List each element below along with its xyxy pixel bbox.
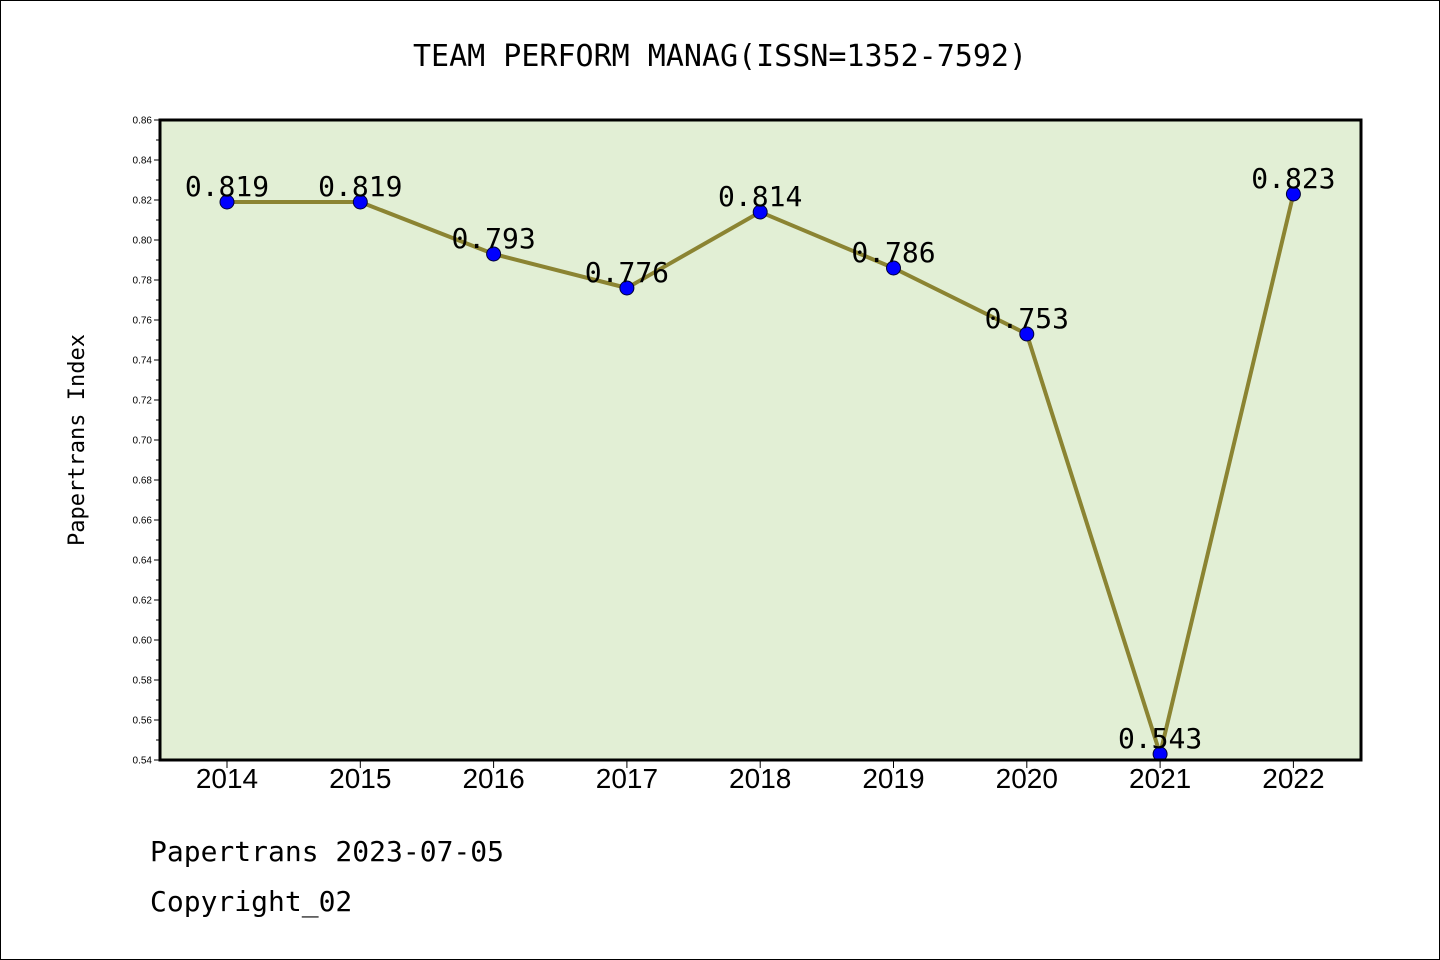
x-tick-label: 2016 (462, 763, 524, 794)
y-axis-label: Papertrans Index (65, 334, 90, 546)
chart-title: TEAM PERFORM MANAG(ISSN=1352-7592) (413, 39, 1027, 74)
data-point (619, 280, 635, 296)
x-tick-label: 2017 (596, 763, 658, 794)
data-label: 0.543 (1118, 722, 1202, 755)
footer-copyright: Copyright_02 (150, 885, 353, 918)
x-tick-label: 2021 (1129, 763, 1191, 794)
data-label: 0.776 (585, 256, 669, 289)
y-tick-label: 0.60 (133, 636, 153, 647)
data-label: 0.814 (718, 180, 802, 213)
y-tick-label: 0.86 (133, 116, 153, 127)
x-axis: 2014 2015 2016 2017 2018 2019 2020 2021 2022 (196, 760, 1325, 794)
footer-date: Papertrans 2023-07-05 (150, 835, 505, 868)
x-tick-label: 2014 (196, 763, 258, 794)
data-label: 0.753 (985, 302, 1069, 335)
y-tick-label: 0.64 (133, 556, 153, 567)
plot-area (160, 120, 1361, 760)
y-tick-label: 0.62 (133, 596, 153, 607)
data-point (1285, 186, 1301, 202)
data-labels: 0.819 0.819 0.793 0.776 0.814 0.786 0.753 0.543… (185, 162, 1336, 755)
plot-border (158, 118, 1363, 762)
data-label: 0.819 (185, 170, 269, 203)
y-tick-label: 0.74 (133, 356, 153, 367)
data-label: 0.793 (451, 222, 535, 255)
data-point (1019, 326, 1035, 342)
y-tick-label: 0.70 (133, 436, 153, 447)
data-point (352, 194, 368, 210)
y-tick-label: 0.82 (133, 196, 153, 207)
data-label: 0.786 (851, 236, 935, 269)
x-tick-label: 2022 (1262, 763, 1324, 794)
x-tick-label: 2019 (862, 763, 924, 794)
data-label: 0.823 (1251, 162, 1335, 195)
y-tick-label: 0.54 (133, 756, 153, 767)
data-point (752, 204, 768, 220)
data-point (886, 260, 901, 276)
data-point (486, 246, 502, 262)
y-tick-label: 0.78 (133, 276, 153, 287)
x-tick-label: 2015 (329, 763, 391, 794)
data-label: 0.819 (318, 170, 402, 203)
y-tick-label: 0.68 (133, 476, 153, 487)
data-point (219, 194, 235, 210)
y-axis: 0.54 0.56 0.58 0.60 0.62 0.64 0.66 0.68 0.70 0.72… (133, 116, 160, 767)
x-tick-label: 2020 (996, 763, 1058, 794)
x-tick-label: 2018 (729, 763, 791, 794)
y-tick-label: 0.76 (133, 316, 153, 327)
y-tick-label: 0.84 (133, 156, 153, 167)
y-tick-label: 0.56 (133, 716, 153, 727)
y-tick-label: 0.80 (133, 236, 153, 247)
y-tick-label: 0.58 (133, 676, 153, 687)
data-points (219, 186, 1301, 762)
y-tick-label: 0.66 (133, 516, 153, 527)
y-tick-label: 0.72 (133, 396, 153, 407)
